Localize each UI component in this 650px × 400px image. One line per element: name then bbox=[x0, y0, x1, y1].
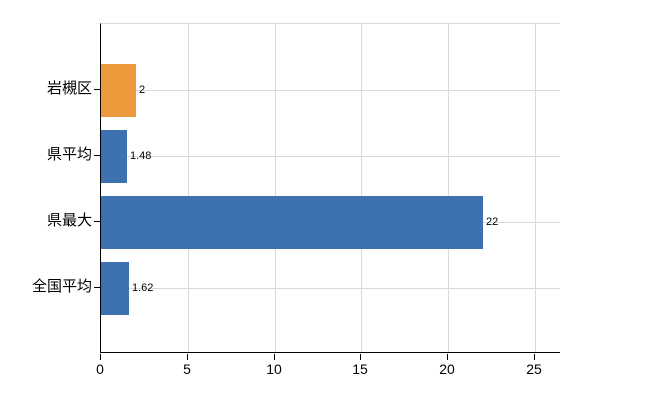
x-tick-label: 20 bbox=[439, 361, 455, 377]
category-label-県平均: 県平均 bbox=[46, 146, 92, 163]
x-axis-tick bbox=[447, 354, 448, 360]
x-tick-label: 10 bbox=[266, 361, 282, 377]
bar-value-label: 2 bbox=[139, 84, 146, 96]
gridline-vertical bbox=[275, 24, 276, 352]
category-label-全国平均: 全国平均 bbox=[31, 278, 92, 295]
gridline-vertical bbox=[188, 24, 189, 352]
bar-県平均 bbox=[101, 130, 127, 183]
y-axis-tick bbox=[94, 155, 100, 156]
bar-全国平均 bbox=[101, 262, 129, 315]
y-axis-tick bbox=[94, 221, 100, 222]
gridline-horizontal bbox=[101, 156, 560, 157]
x-axis-tick bbox=[274, 354, 275, 360]
plot-area: 2 1.48 22 1.62 bbox=[100, 23, 560, 353]
x-axis-tick bbox=[360, 354, 361, 360]
y-axis-tick bbox=[94, 287, 100, 288]
x-axis-tick bbox=[187, 354, 188, 360]
y-axis-tick bbox=[94, 89, 100, 90]
gridline-horizontal bbox=[101, 288, 560, 289]
bar-value-label: 1.62 bbox=[132, 282, 154, 294]
bar-value-label: 22 bbox=[486, 216, 499, 228]
x-tick-label: 15 bbox=[352, 361, 368, 377]
bar-value-label: 1.48 bbox=[130, 150, 152, 162]
x-tick-label: 25 bbox=[526, 361, 542, 377]
gridline-horizontal bbox=[101, 90, 560, 91]
category-label-岩槻区: 岩槻区 bbox=[46, 80, 92, 97]
x-tick-label: 5 bbox=[183, 361, 191, 377]
x-tick-label: 0 bbox=[96, 361, 104, 377]
x-axis-tick bbox=[534, 354, 535, 360]
gridline-vertical bbox=[361, 24, 362, 352]
bar-岩槻区 bbox=[101, 64, 136, 117]
gridline-vertical bbox=[448, 24, 449, 352]
category-label-県最大: 県最大 bbox=[46, 212, 92, 229]
bar-県最大 bbox=[101, 196, 483, 249]
gridline-vertical bbox=[535, 24, 536, 352]
x-axis-tick bbox=[100, 354, 101, 360]
